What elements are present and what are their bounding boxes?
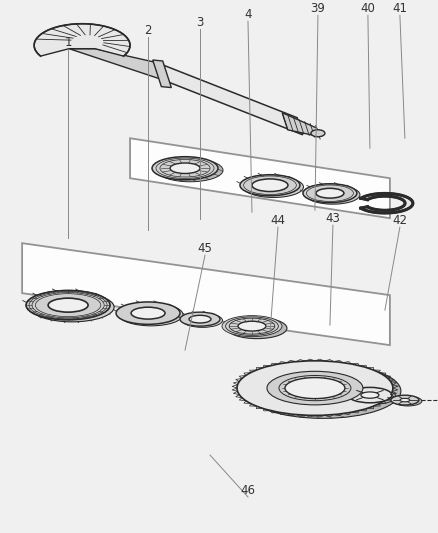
Ellipse shape [116, 302, 180, 325]
Polygon shape [22, 243, 389, 345]
Text: 43: 43 [325, 212, 339, 225]
Ellipse shape [347, 387, 391, 403]
Ellipse shape [351, 389, 395, 405]
Ellipse shape [284, 377, 344, 399]
Text: 2: 2 [144, 24, 152, 37]
Polygon shape [130, 138, 389, 218]
Text: 44: 44 [270, 214, 285, 227]
Ellipse shape [393, 396, 421, 406]
Ellipse shape [229, 318, 274, 334]
Ellipse shape [29, 292, 107, 319]
Ellipse shape [278, 376, 350, 401]
Text: 46: 46 [240, 483, 255, 497]
Ellipse shape [244, 364, 400, 418]
Text: 40: 40 [360, 2, 374, 15]
Polygon shape [360, 193, 412, 213]
Polygon shape [282, 112, 318, 136]
Text: 1: 1 [64, 36, 72, 49]
Ellipse shape [180, 312, 219, 326]
Ellipse shape [251, 179, 287, 191]
Text: 42: 42 [392, 214, 406, 227]
Polygon shape [152, 60, 171, 87]
Ellipse shape [26, 290, 110, 320]
Text: 41: 41 [392, 2, 406, 15]
Ellipse shape [237, 321, 265, 331]
Polygon shape [157, 63, 302, 135]
Ellipse shape [119, 303, 183, 326]
Ellipse shape [48, 298, 88, 312]
Ellipse shape [305, 185, 359, 204]
Ellipse shape [240, 175, 299, 196]
Ellipse shape [266, 372, 362, 405]
Polygon shape [69, 49, 162, 80]
Ellipse shape [157, 159, 223, 182]
Ellipse shape [26, 290, 110, 320]
Ellipse shape [182, 313, 222, 327]
Ellipse shape [225, 317, 278, 335]
Ellipse shape [152, 157, 218, 180]
Ellipse shape [310, 130, 324, 137]
Ellipse shape [170, 163, 200, 173]
Ellipse shape [237, 361, 392, 415]
Text: 4: 4 [244, 8, 251, 21]
Text: 3: 3 [196, 16, 203, 29]
Ellipse shape [399, 398, 409, 402]
Ellipse shape [131, 307, 165, 319]
Ellipse shape [360, 392, 378, 398]
Ellipse shape [189, 316, 211, 323]
Text: 39: 39 [310, 2, 325, 15]
Ellipse shape [30, 293, 114, 322]
Polygon shape [34, 24, 130, 56]
Ellipse shape [222, 316, 281, 337]
Ellipse shape [226, 318, 286, 338]
Ellipse shape [32, 293, 104, 318]
Ellipse shape [390, 395, 418, 405]
Text: 45: 45 [197, 241, 212, 255]
Ellipse shape [315, 188, 343, 198]
Ellipse shape [243, 176, 303, 197]
Ellipse shape [302, 184, 356, 203]
